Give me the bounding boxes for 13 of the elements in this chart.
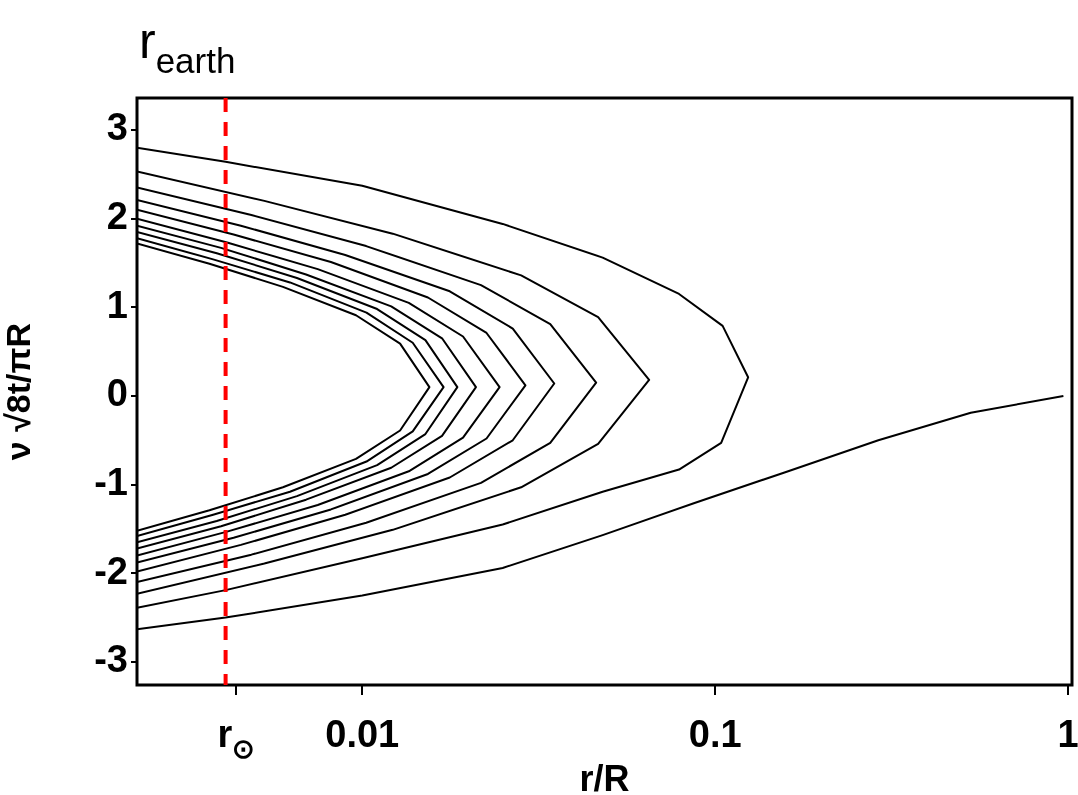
y-axis-title: ν √8t/πR [0,322,37,461]
x-axis-title: r/R [579,758,630,795]
x-tick-label: r⊙ [217,713,256,765]
y-tick-label: -1 [94,461,128,504]
y-tick-label: 1 [106,283,128,326]
y-tick-label: -2 [94,549,128,592]
x-tick-label: 1 [1057,713,1078,755]
y-tick-label: 3 [106,106,128,149]
y-tick-label: 0 [106,372,128,415]
y-tick-label: 2 [106,195,128,238]
x-tick-label: 0.01 [325,713,400,755]
y-tick-label: -3 [94,638,128,681]
x-tick-label: 0.1 [688,713,742,755]
